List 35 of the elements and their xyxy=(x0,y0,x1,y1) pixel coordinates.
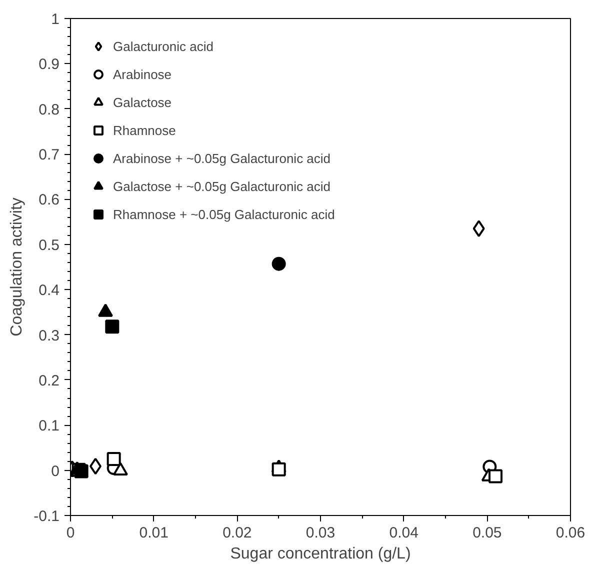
legend-label: Rhamnose + ~0.05g Galacturonic acid xyxy=(113,206,335,222)
legend-label: Rhamnose xyxy=(113,122,176,138)
y-tick-label: 0.4 xyxy=(38,282,60,300)
point xyxy=(272,462,286,476)
y-tick-label: 0.7 xyxy=(38,146,60,164)
y-tick-label: 0.3 xyxy=(38,327,60,344)
y-tick-label: 0.8 xyxy=(38,101,60,118)
point xyxy=(472,220,485,238)
x-tick-label: 0.02 xyxy=(222,524,252,542)
y-tick-label: 0.2 xyxy=(38,372,60,390)
y-axis-title: Coagulation activity xyxy=(8,198,26,336)
point xyxy=(74,464,88,478)
legend-label: Arabinose + ~0.05g Galacturonic acid xyxy=(113,150,331,166)
point xyxy=(272,256,286,271)
point xyxy=(488,469,502,484)
x-tick-label: 0.04 xyxy=(389,524,418,542)
legend-label: Galactose xyxy=(113,94,172,110)
y-tick-label: 1 xyxy=(51,11,60,28)
point xyxy=(105,320,120,334)
x-tick-label: 0.03 xyxy=(306,524,336,542)
legend-label: Arabinose xyxy=(113,66,172,82)
y-tick-label: 0.1 xyxy=(38,418,60,435)
y-tick-label: 0.5 xyxy=(38,236,60,254)
y-tick-label: 0.9 xyxy=(38,56,60,74)
x-tick-label: 0 xyxy=(66,524,75,542)
legend-label: Galacturonic acid xyxy=(113,38,214,54)
y-tick-label: 0 xyxy=(51,462,60,480)
y-tick-label: -0.1 xyxy=(34,508,60,525)
x-tick-label: 0.06 xyxy=(556,524,586,542)
x-tick-label: 0.01 xyxy=(139,524,168,542)
legend-label: Galactose + ~0.05g Galacturonic acid xyxy=(113,178,331,194)
x-axis-title: Sugar concentration (g/L) xyxy=(230,546,411,562)
point xyxy=(106,452,121,466)
x-tick-label: 0.05 xyxy=(472,524,502,542)
y-tick-label: 0.6 xyxy=(38,192,60,209)
